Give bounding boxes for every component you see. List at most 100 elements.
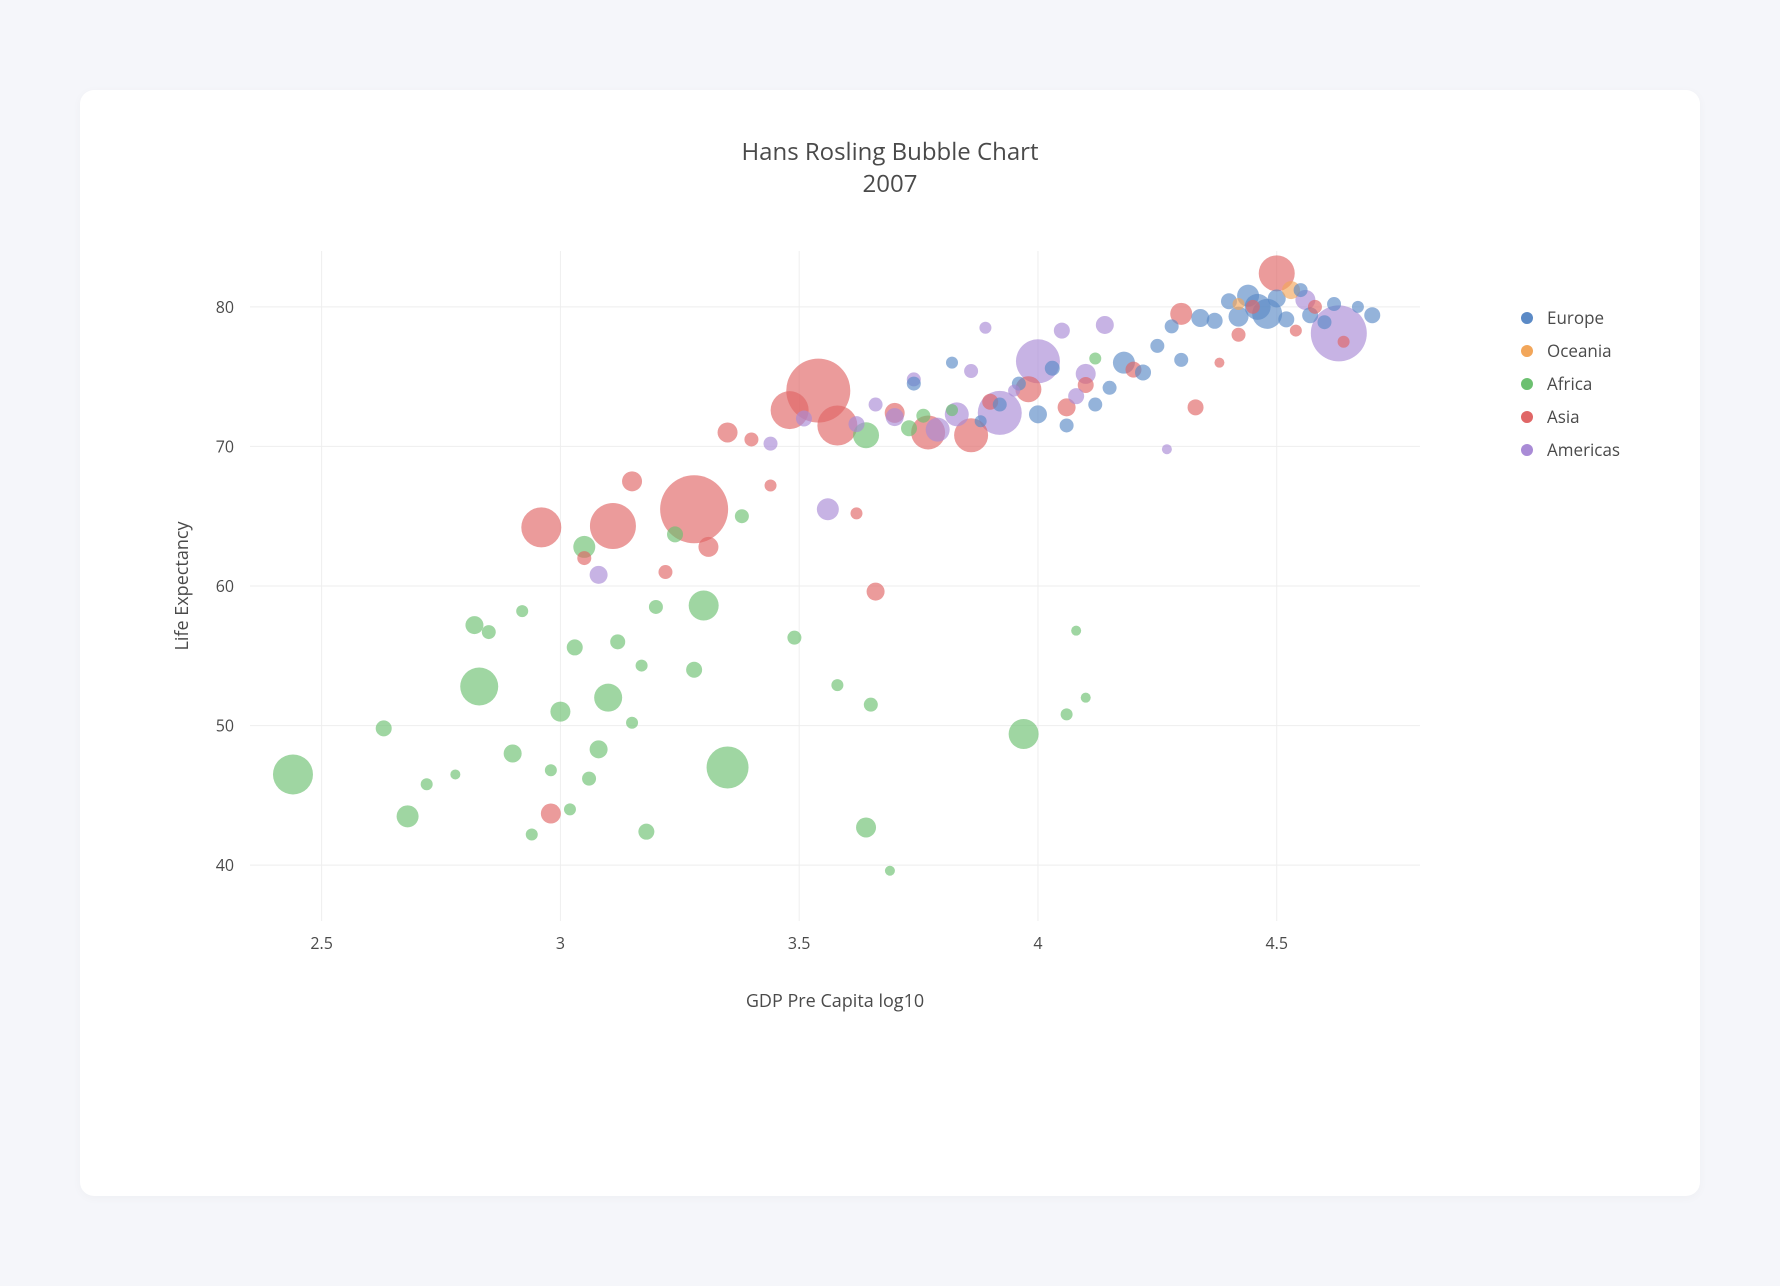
bubble-point[interactable] [864, 697, 878, 711]
bubble-point[interactable] [946, 356, 958, 368]
bubble-point[interactable] [975, 415, 987, 427]
bubble-point[interactable] [707, 746, 749, 788]
bubble-point[interactable] [964, 364, 978, 378]
bubble-point[interactable] [850, 507, 862, 519]
bubble-point[interactable] [1311, 305, 1367, 361]
bubble-point[interactable] [1233, 298, 1245, 310]
bubble-point[interactable] [1061, 708, 1073, 720]
bubble-point[interactable] [1352, 301, 1364, 313]
bubble-point[interactable] [1364, 307, 1380, 323]
bubble-point[interactable] [848, 416, 864, 432]
bubble-point[interactable] [1162, 444, 1172, 454]
bubble-point[interactable] [273, 754, 313, 794]
bubble-point[interactable] [1009, 719, 1039, 749]
bubble-point[interactable] [1060, 418, 1074, 432]
bubble-point[interactable] [1071, 625, 1081, 635]
bubble-point[interactable] [1232, 328, 1246, 342]
bubble-point[interactable] [610, 634, 625, 649]
bubble-point[interactable] [636, 659, 648, 671]
bubble-point[interactable] [1278, 311, 1294, 327]
bubble-point[interactable] [1150, 339, 1164, 353]
bubble-point[interactable] [649, 600, 663, 614]
bubble-point[interactable] [1165, 319, 1179, 333]
bubble-point[interactable] [450, 769, 460, 779]
bubble-point[interactable] [764, 436, 778, 450]
bubble-point[interactable] [504, 744, 522, 762]
bubble-point[interactable] [626, 717, 638, 729]
bubble-point[interactable] [1088, 397, 1102, 411]
bubble-point[interactable] [1081, 692, 1091, 702]
bubble-point[interactable] [376, 720, 392, 736]
bubble-point[interactable] [1308, 300, 1322, 314]
legend-item[interactable]: Africa [1521, 372, 1620, 395]
bubble-point[interactable] [541, 803, 561, 823]
bubble-point[interactable] [667, 526, 683, 542]
bubble-point[interactable] [1246, 300, 1260, 314]
bubble-point[interactable] [698, 537, 718, 557]
bubble-point[interactable] [567, 639, 583, 655]
bubble-point[interactable] [979, 322, 991, 334]
bubble-point[interactable] [1290, 324, 1302, 336]
bubble-point[interactable] [1327, 297, 1341, 311]
bubble-point[interactable] [638, 823, 654, 839]
bubble-point[interactable] [1338, 336, 1350, 348]
bubble-point[interactable] [1045, 361, 1060, 376]
legend-item[interactable]: Europe [1521, 306, 1620, 329]
bubble-point[interactable] [1174, 353, 1188, 367]
bubble-point[interactable] [622, 471, 642, 491]
bubble-point[interactable] [465, 616, 483, 634]
bubble-point[interactable] [550, 701, 570, 721]
bubble-point[interactable] [867, 582, 885, 600]
bubble-point[interactable] [526, 828, 538, 840]
legend-item[interactable]: Asia [1521, 405, 1620, 428]
bubble-point[interactable] [564, 803, 576, 815]
bubble-point[interactable] [1089, 352, 1101, 364]
legend-item[interactable]: Oceania [1521, 339, 1620, 362]
bubble-point[interactable] [856, 817, 876, 837]
bubble-point[interactable] [831, 679, 843, 691]
bubble-point[interactable] [916, 408, 930, 422]
bubble-point[interactable] [421, 778, 433, 790]
bubble-point[interactable] [1294, 283, 1308, 297]
bubble-point[interactable] [594, 683, 622, 711]
bubble-point[interactable] [901, 420, 917, 436]
bubble-point[interactable] [869, 397, 883, 411]
bubble-point[interactable] [582, 771, 596, 785]
bubble-point[interactable] [397, 805, 419, 827]
bubble-point[interactable] [993, 397, 1007, 411]
bubble-point[interactable] [1068, 388, 1084, 404]
bubble-point[interactable] [796, 410, 812, 426]
bubble-point[interactable] [765, 479, 777, 491]
bubble-point[interactable] [718, 422, 738, 442]
bubble-point[interactable] [926, 417, 950, 441]
legend-item[interactable]: Americas [1521, 438, 1620, 461]
bubble-point[interactable] [735, 509, 749, 523]
bubble-point[interactable] [686, 662, 702, 678]
bubble-point[interactable] [787, 630, 801, 644]
bubble-point[interactable] [1103, 381, 1117, 395]
bubble-point[interactable] [1207, 313, 1223, 329]
bubble-point[interactable] [885, 866, 895, 876]
bubble-point[interactable] [1135, 364, 1151, 380]
bubble-point[interactable] [590, 503, 636, 549]
bubble-point[interactable] [1029, 405, 1047, 423]
bubble-point[interactable] [590, 740, 608, 758]
bubble-point[interactable] [577, 551, 591, 565]
bubble-point[interactable] [482, 625, 496, 639]
bubble-point[interactable] [1008, 384, 1020, 396]
bubble-point[interactable] [886, 408, 904, 426]
bubble-point[interactable] [744, 432, 758, 446]
bubble-point[interactable] [590, 566, 608, 584]
bubble-point[interactable] [545, 764, 557, 776]
bubble-point[interactable] [516, 605, 528, 617]
bubble-point[interactable] [1214, 357, 1224, 367]
bubble-point[interactable] [1188, 399, 1204, 415]
bubble-point[interactable] [460, 667, 498, 705]
bubble-point[interactable] [946, 404, 958, 416]
bubble-point[interactable] [1096, 316, 1114, 334]
bubble-point[interactable] [1191, 309, 1209, 327]
bubble-point[interactable] [1054, 322, 1070, 338]
bubble-point[interactable] [817, 498, 839, 520]
bubble-point[interactable] [1317, 315, 1331, 329]
bubble-point[interactable] [658, 565, 672, 579]
